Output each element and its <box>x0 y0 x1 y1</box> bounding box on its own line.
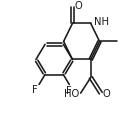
Text: O: O <box>75 1 83 11</box>
Text: F: F <box>66 86 72 96</box>
Text: O: O <box>103 89 111 99</box>
Text: HO: HO <box>64 89 79 99</box>
Text: NH: NH <box>94 17 109 27</box>
Text: F: F <box>32 85 38 95</box>
